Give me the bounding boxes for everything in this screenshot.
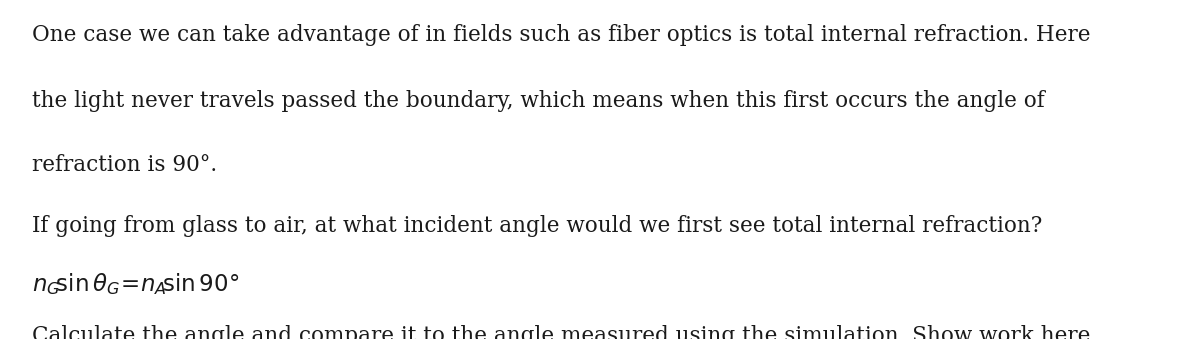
Text: If going from glass to air, at what incident angle would we first see total inte: If going from glass to air, at what inci… <box>32 215 1043 237</box>
Text: refraction is 90°.: refraction is 90°. <box>32 154 217 176</box>
Text: the light never travels passed the boundary, which means when this first occurs : the light never travels passed the bound… <box>32 90 1045 112</box>
Text: One case we can take advantage of in fields such as fiber optics is total intern: One case we can take advantage of in fie… <box>32 24 1091 46</box>
Text: $n_G\!\sin\theta_G\!=\!n_A\!\sin 90°$: $n_G\!\sin\theta_G\!=\!n_A\!\sin 90°$ <box>32 271 240 297</box>
Text: Calculate the angle and compare it to the angle measured using the simulation. S: Calculate the angle and compare it to th… <box>32 325 1098 339</box>
